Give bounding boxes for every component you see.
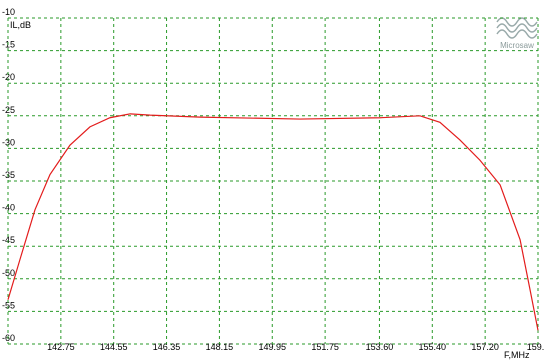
y-tick-label: -50	[2, 268, 15, 278]
y-tick-label: -30	[2, 137, 15, 147]
x-tick-label: 149.95	[259, 342, 287, 352]
x-axis-label: F,MHz	[504, 350, 530, 360]
y-tick-label: -35	[2, 170, 15, 180]
logo	[496, 17, 538, 39]
y-tick-label: -40	[2, 203, 15, 213]
y-tick-label: -45	[2, 235, 15, 245]
x-tick-label: 142.75	[47, 342, 75, 352]
y-axis-label: IL,dB	[10, 20, 31, 30]
y-tick-label: -15	[2, 40, 15, 50]
x-tick-label: 148.15	[206, 342, 234, 352]
y-tick-label: -10	[2, 7, 15, 17]
x-tick-label: 151.75	[311, 342, 339, 352]
x-tick-label: 144.55	[100, 342, 128, 352]
y-tick-label: -25	[2, 105, 15, 115]
y-tick-label: -60	[2, 333, 15, 343]
y-tick-label: -55	[2, 300, 15, 310]
y-tick-label: -20	[2, 72, 15, 82]
logo-text: Microsaw	[500, 41, 534, 50]
x-tick-label: 146.35	[153, 342, 181, 352]
x-tick-label: 155.40	[419, 342, 447, 352]
x-tick-label: 153.60	[366, 342, 394, 352]
x-tick-label: 157.20	[471, 342, 499, 352]
x-tick-label: 159.0	[527, 342, 544, 352]
line-series	[7, 113, 539, 331]
